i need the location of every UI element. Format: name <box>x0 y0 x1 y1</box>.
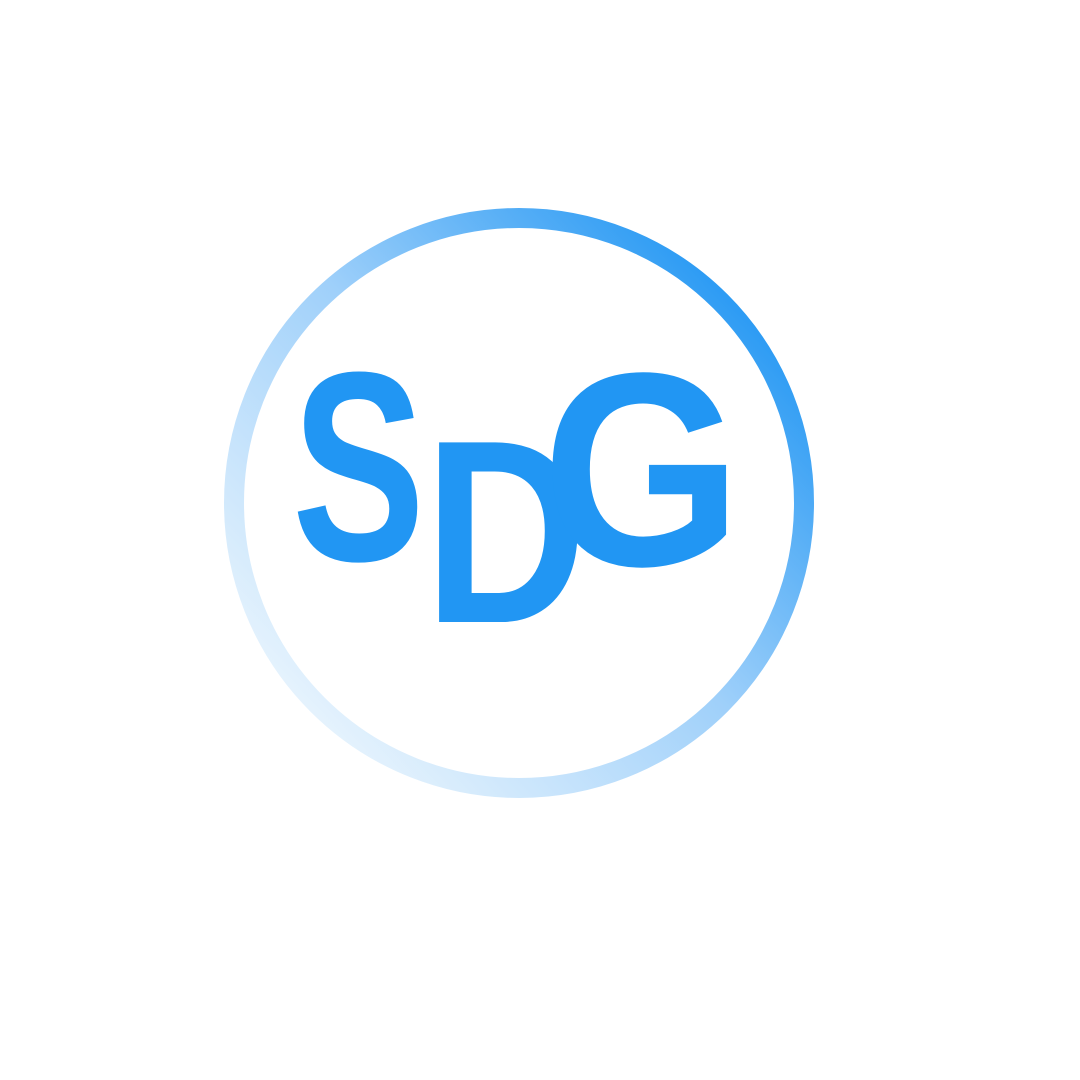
letter-s: S <box>292 317 425 618</box>
ring <box>224 208 814 798</box>
letter-d: D <box>424 387 587 678</box>
letter-g: G <box>542 316 742 624</box>
